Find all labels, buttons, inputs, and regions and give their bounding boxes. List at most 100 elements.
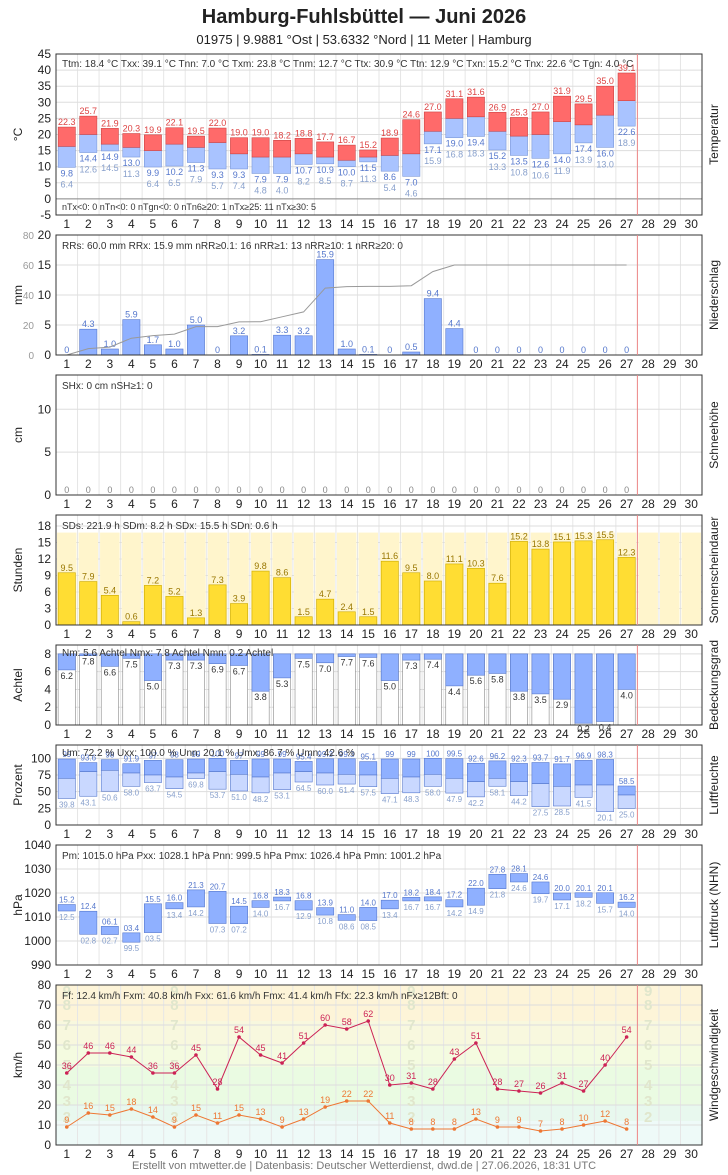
pressure-bar [251, 900, 270, 908]
x-tick-label: 21 [491, 217, 505, 231]
precip-label: 5.9 [125, 310, 138, 320]
sun-bar [79, 581, 98, 626]
humidity-bar-lower [165, 776, 184, 789]
tground-label: 10.6 [532, 170, 550, 180]
pressure-min-label: 03.5 [145, 935, 161, 944]
cloud-bar [100, 653, 119, 667]
tground-label: 5.7 [211, 181, 224, 191]
tground-label: 12.6 [80, 165, 98, 175]
x-tick-label: 29 [663, 497, 677, 511]
temp-bar-upper [230, 137, 248, 155]
x-tick-label: 6 [171, 827, 178, 841]
pressure-bar [79, 910, 98, 935]
tmax-label: 21.9 [101, 118, 119, 128]
x-tick-label: 24 [555, 357, 569, 371]
humidity-bar-upper [165, 759, 184, 778]
wind-gust-label: 30 [385, 1073, 395, 1083]
x-tick-label: 17 [405, 727, 419, 741]
pressure-bar [208, 891, 227, 924]
humidity-bar-upper [445, 758, 464, 779]
snow-label: 0 [538, 485, 543, 495]
wind-mean-label: 18 [126, 1097, 136, 1107]
pressure-max-label: 24.6 [533, 873, 549, 882]
humidity-bar-lower [79, 771, 98, 797]
x-tick-label: 25 [577, 497, 591, 511]
x-tick-label: 7 [193, 827, 200, 841]
sun-label: 7.6 [491, 573, 504, 583]
wind-mean-point [581, 1123, 586, 1127]
wind-gust-label: 46 [83, 1041, 93, 1051]
snow-label: 0 [172, 485, 177, 495]
wind-gust-point [344, 1027, 349, 1031]
x-tick-label: 5 [150, 827, 157, 841]
snow-label: 0 [193, 485, 198, 495]
cloud-label: 3.8 [513, 692, 526, 702]
precip-bar [294, 335, 313, 356]
wind-gust-label: 36 [148, 1061, 158, 1071]
tground-label: 14.5 [101, 163, 119, 173]
x-tick-label: 13 [318, 827, 332, 841]
x-tick-label: 29 [663, 627, 677, 641]
temp-bar-lower [230, 153, 248, 170]
temp-bar-upper [79, 115, 98, 135]
humidity-min-label: 48.3 [404, 795, 420, 804]
bft-label: 5 [644, 1057, 652, 1074]
x-tick-label: 14 [340, 217, 354, 231]
pressure-bar [122, 932, 141, 943]
precip-bar [316, 259, 335, 356]
humidity-bar-upper [617, 785, 636, 796]
x-tick-label: 17 [405, 217, 419, 231]
tground-label: 8.5 [319, 176, 332, 186]
sun-bar [380, 560, 399, 626]
x-tick-label: 27 [620, 357, 634, 371]
temp-bar-lower [273, 156, 292, 174]
pressure-max-label: 14.0 [360, 898, 376, 907]
x-tick-label: 27 [620, 627, 634, 641]
humidity-max-label: 95.4 [296, 752, 312, 761]
humidity-max-label: 99.5 [447, 750, 463, 759]
tmax-label: 20.3 [123, 124, 141, 134]
y-axis-label: mm [11, 285, 25, 305]
x-tick-label: 6 [171, 217, 178, 231]
pressure-max-label: 21.3 [188, 881, 204, 890]
x-tick-label: 27 [620, 727, 634, 741]
x-tick-label: 23 [534, 967, 548, 981]
wind-mean-point [323, 1105, 327, 1109]
x-tick-label: 20 [469, 967, 483, 981]
pressure-min-label: 16.7 [274, 903, 290, 912]
side-label: Sonnenscheindauer [707, 517, 721, 624]
x-tick-label: 15 [362, 827, 376, 841]
humidity-min-label: 44.2 [511, 798, 527, 807]
y-tick-label: 75 [38, 768, 52, 782]
wind-gust-label: 44 [126, 1045, 136, 1055]
tmax-label: 15.2 [359, 140, 377, 150]
temp-bar-upper [251, 137, 270, 158]
tmax-label: 25.3 [510, 107, 528, 117]
humidity-bar-lower [316, 772, 335, 786]
x-tick-label: 4 [128, 1147, 135, 1161]
x-tick-label: 14 [340, 497, 354, 511]
tmax-label: 31.1 [446, 89, 464, 99]
x-tick-label: 13 [318, 627, 332, 641]
sun-bar [553, 541, 571, 626]
bft-label: 5 [407, 1057, 415, 1074]
x-tick-label: 3 [106, 967, 113, 981]
temp-bar-lower [337, 159, 356, 167]
temp-bar-upper [445, 98, 464, 119]
wind-gust-point [64, 1071, 69, 1075]
humidity-min-label: 54.5 [167, 791, 183, 800]
pressure-min-label: 14.2 [447, 909, 463, 918]
x-tick-label: 22 [512, 497, 526, 511]
cloud-bar [488, 653, 507, 674]
stats-text: Ttm: 18.4 °C Txx: 39.1 °C Tnn: 7.0 °C Tx… [62, 59, 633, 70]
precip-bar [445, 328, 464, 356]
x-tick-label: 25 [577, 357, 591, 371]
wind-gust-point [581, 1089, 586, 1093]
temp-bar-upper [316, 141, 335, 158]
panel-border [55, 53, 703, 216]
wind-mean-label: 11 [213, 1111, 222, 1121]
x-tick-label: 4 [128, 357, 135, 371]
x-tick-label: 18 [426, 217, 440, 231]
humidity-bar-upper [466, 762, 485, 782]
x-tick-label: 23 [534, 217, 548, 231]
